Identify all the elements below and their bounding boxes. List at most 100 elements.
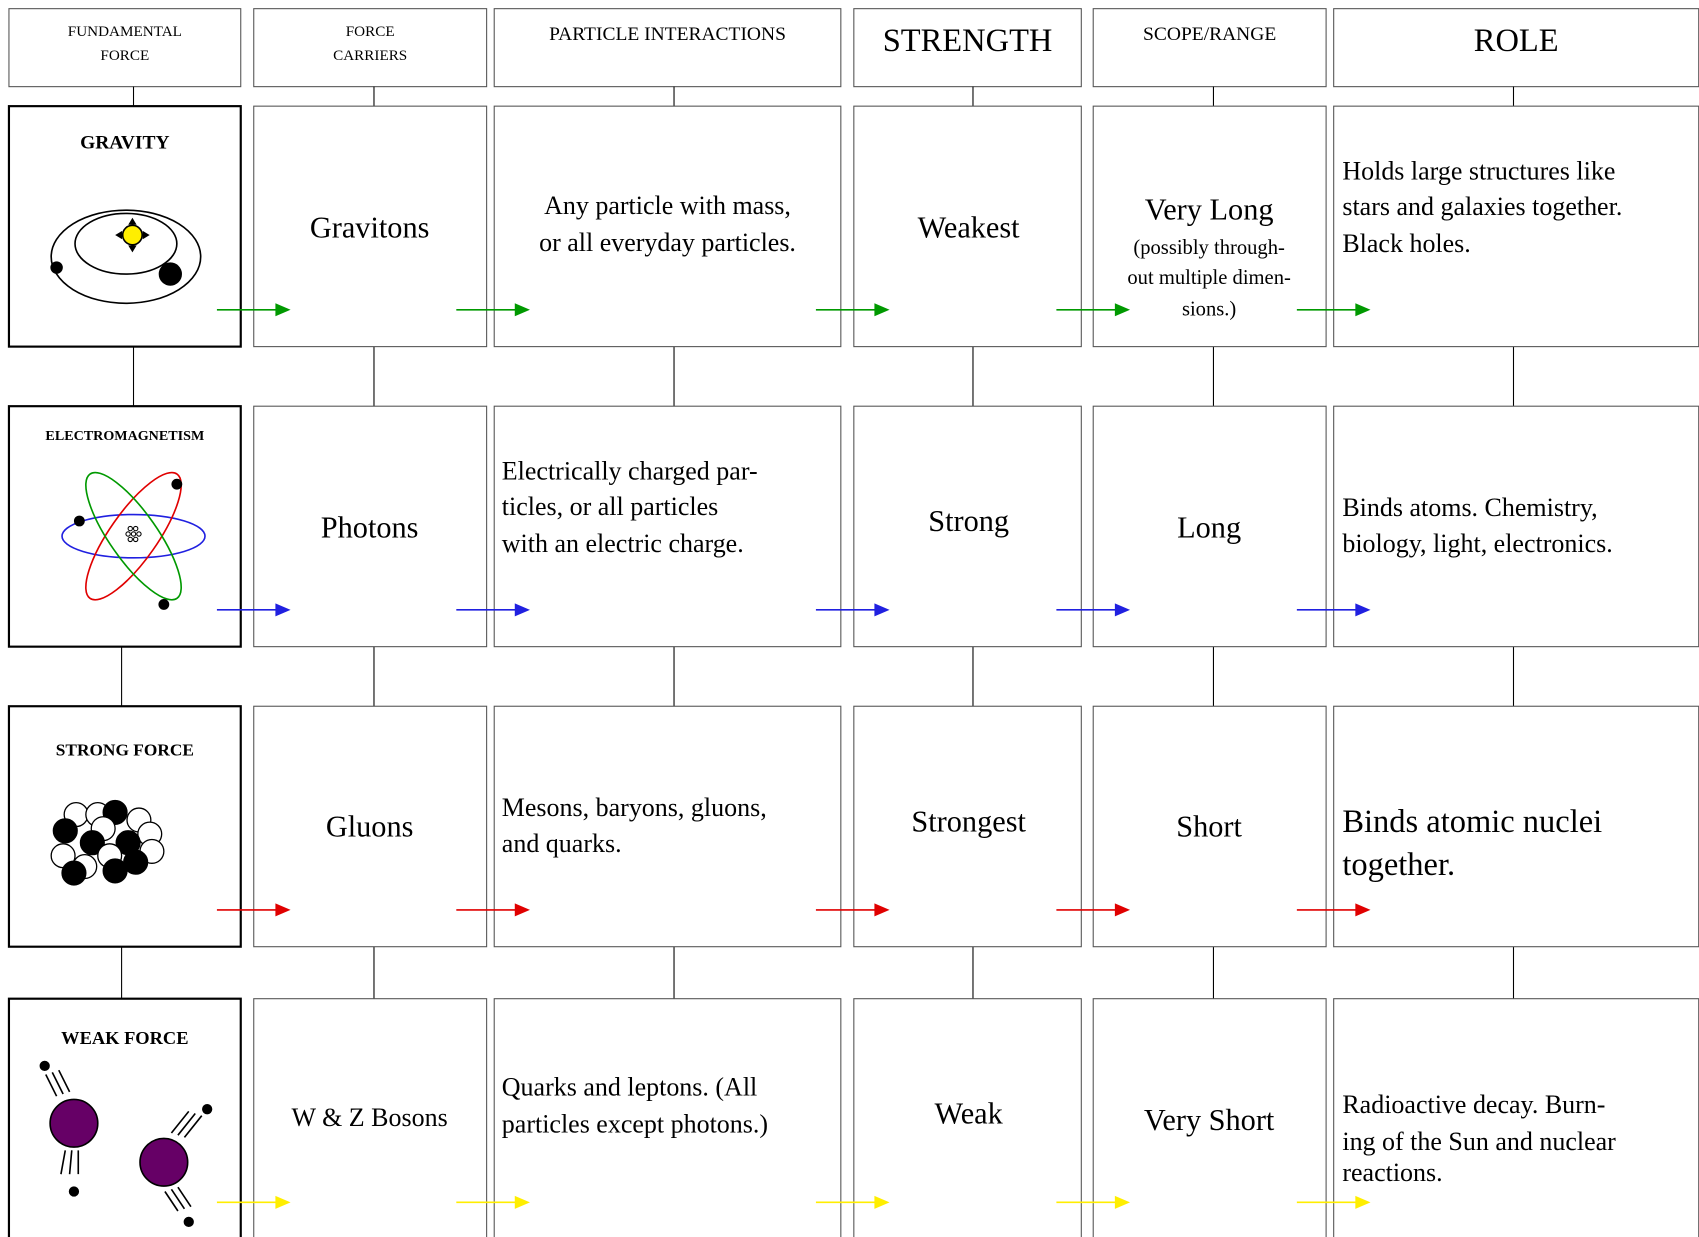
cell-box — [1092, 705, 1327, 948]
arrow-head — [275, 903, 291, 917]
interaction: ticles, or all particles — [502, 492, 718, 521]
gravity-icon — [50, 209, 202, 305]
header-box — [1092, 8, 1327, 88]
role: biology, light, electronics. — [1342, 529, 1612, 558]
arrow-head — [514, 303, 530, 317]
force-name: WEAK FORCE — [61, 1028, 188, 1048]
arrow-head — [1114, 303, 1131, 317]
range: Short — [1176, 810, 1242, 844]
header-text: PARTICLE INTERACTIONS — [549, 24, 786, 45]
header-box — [853, 8, 1082, 88]
header-text: FORCE — [100, 47, 149, 64]
header-text: FUNDAMENTAL — [68, 23, 182, 40]
cell-box — [853, 705, 1082, 948]
force-box — [7, 405, 242, 648]
carrier: W & Z Bosons — [292, 1103, 448, 1132]
strength: Weak — [935, 1097, 1004, 1131]
arrow-head — [874, 903, 890, 917]
arrow-head — [275, 1195, 291, 1209]
interaction: and quarks. — [502, 829, 622, 858]
role: Binds atomic nuclei — [1342, 804, 1602, 840]
cell-box — [253, 405, 488, 648]
cell-box — [493, 405, 842, 648]
range: Long — [1177, 511, 1241, 545]
cell-box — [853, 405, 1082, 648]
arrow-head — [1355, 1195, 1371, 1209]
cell-box — [253, 998, 488, 1237]
cell-box — [1092, 405, 1327, 648]
arrow-head — [1114, 903, 1131, 917]
header-box — [1333, 8, 1699, 88]
interaction: Quarks and leptons. (All — [502, 1073, 757, 1102]
force-name: STRONG FORCE — [56, 741, 194, 760]
cell-box — [1333, 105, 1699, 348]
header-text: ROLE — [1474, 23, 1559, 59]
role: stars and galaxies together. — [1342, 192, 1622, 221]
strength: Weakest — [918, 211, 1020, 245]
arrow-head — [1355, 903, 1371, 917]
arrow-head — [514, 903, 530, 917]
force-box — [7, 105, 242, 348]
role: together. — [1342, 847, 1455, 883]
role: reactions. — [1342, 1158, 1442, 1187]
strength: Strongest — [911, 804, 1026, 838]
weak-icon — [39, 1060, 213, 1227]
header-text: SCOPE/RANGE — [1143, 24, 1276, 45]
force-box — [7, 997, 242, 1237]
strong-icon — [50, 799, 165, 886]
interaction: Mesons, baryons, gluons, — [502, 793, 767, 822]
interaction: Any particle with mass, — [544, 191, 791, 220]
carrier: Gravitons — [310, 211, 430, 245]
cell-box — [853, 105, 1082, 348]
arrow-head — [1114, 603, 1131, 617]
force-box — [7, 705, 242, 948]
cell-box — [253, 705, 488, 948]
role: Holds large structures like — [1342, 156, 1615, 185]
cell-box — [1333, 705, 1699, 948]
range-note: sions.) — [1182, 299, 1236, 321]
header-box — [493, 8, 842, 88]
cell-box — [1333, 405, 1699, 648]
header-text: FORCE — [346, 23, 395, 40]
interaction: with an electric charge. — [502, 529, 744, 558]
interaction: Electrically charged par- — [502, 456, 758, 485]
header-text: STRENGTH — [883, 23, 1053, 59]
role: Radioactive decay. Burn- — [1342, 1090, 1605, 1119]
cell-box — [493, 705, 842, 948]
role: ing of the Sun and nuclear — [1342, 1127, 1616, 1156]
cell-box — [1092, 105, 1327, 348]
range: Very Short — [1144, 1103, 1275, 1137]
header-box — [8, 8, 242, 88]
arrow-head — [874, 1195, 890, 1209]
cell-box — [1333, 998, 1699, 1237]
role: Binds atoms. Chemistry, — [1342, 493, 1597, 522]
arrow-head — [514, 603, 530, 617]
cell-box — [493, 105, 842, 348]
range-note: out multiple dimen- — [1127, 267, 1291, 289]
interaction: or all everyday particles. — [539, 228, 796, 257]
arrow-head — [1355, 603, 1371, 617]
arrow-head — [275, 303, 291, 317]
header-text: CARRIERS — [333, 47, 407, 64]
role: Black holes. — [1342, 229, 1470, 258]
cell-box — [853, 998, 1082, 1237]
strength: Strong — [928, 504, 1009, 538]
interaction: particles except photons.) — [502, 1109, 768, 1138]
arrow-head — [514, 1195, 530, 1209]
arrow-head — [1114, 1195, 1131, 1209]
arrow-head — [874, 603, 890, 617]
em-icon — [61, 471, 206, 610]
force-name: GRAVITY — [80, 133, 170, 154]
range: Very Long — [1145, 192, 1274, 226]
carrier: Photons — [321, 511, 419, 545]
arrow-head — [1355, 303, 1371, 317]
cell-box — [253, 105, 488, 348]
carrier: Gluons — [326, 810, 414, 844]
cell-box — [493, 998, 842, 1237]
arrow-head — [874, 303, 890, 317]
range-note: (possibly through- — [1133, 237, 1285, 259]
header-box — [253, 8, 488, 88]
arrow-head — [275, 603, 291, 617]
force-name: ELECTROMAGNETISM — [45, 428, 204, 444]
